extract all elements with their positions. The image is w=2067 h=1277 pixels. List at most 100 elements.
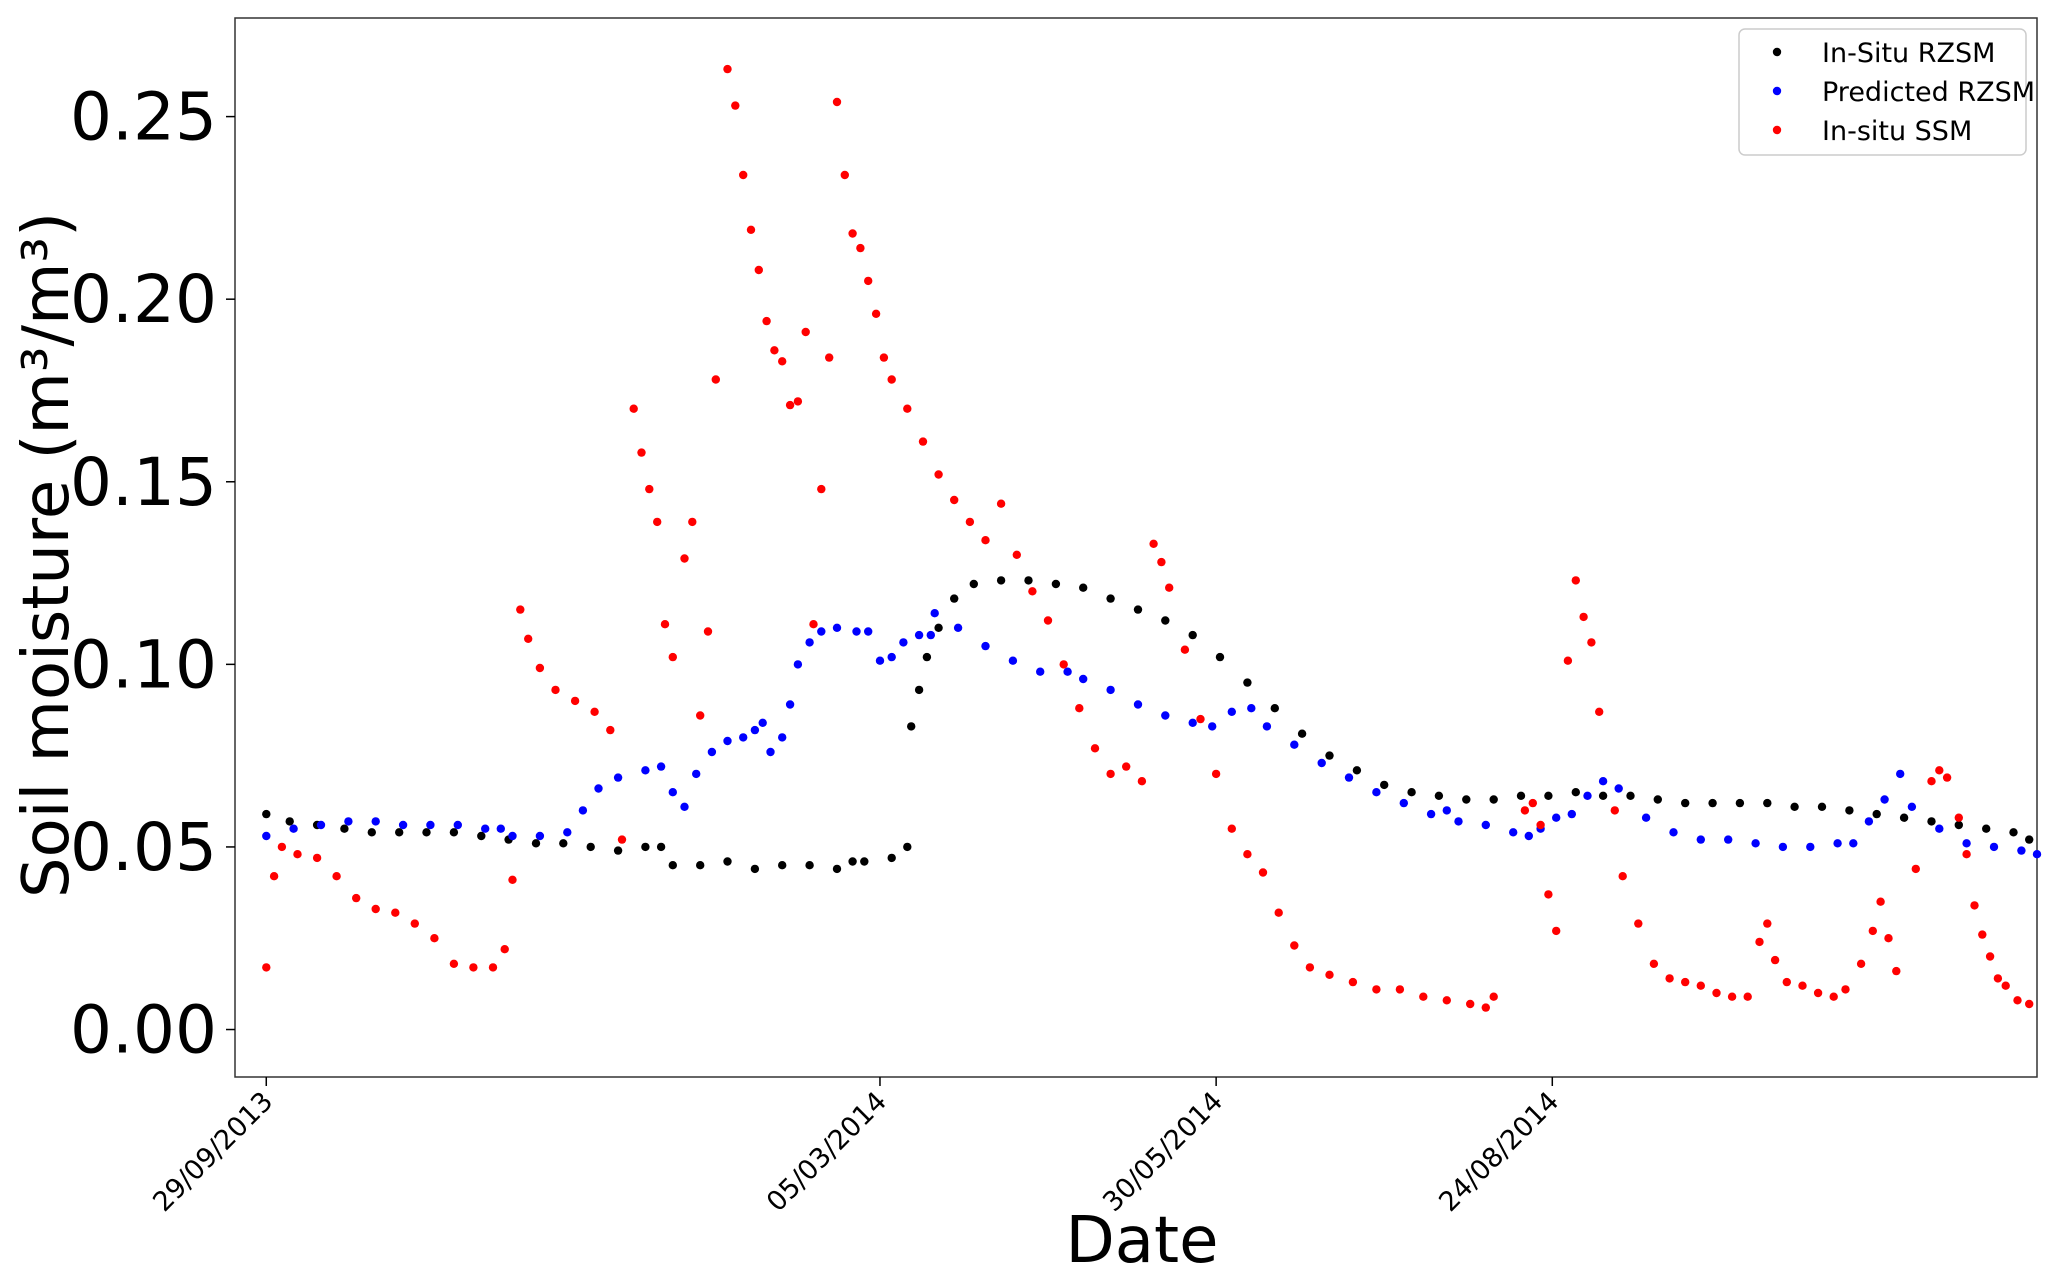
data-point bbox=[1907, 802, 1917, 811]
data-point bbox=[1876, 897, 1885, 906]
data-point bbox=[1137, 777, 1147, 786]
data-point bbox=[871, 309, 881, 318]
data-point bbox=[1290, 740, 1299, 749]
data-point bbox=[1290, 941, 1299, 950]
data-point bbox=[1849, 839, 1858, 848]
data-point bbox=[1653, 795, 1663, 804]
data-point bbox=[641, 842, 650, 852]
data-point bbox=[289, 824, 298, 833]
data-point bbox=[1954, 820, 1964, 830]
data-point bbox=[703, 627, 713, 636]
data-point bbox=[668, 861, 677, 870]
data-point bbox=[766, 747, 775, 757]
data-point bbox=[848, 857, 857, 866]
data-point bbox=[269, 872, 279, 881]
data-point bbox=[1079, 674, 1088, 684]
data-point bbox=[1778, 842, 1788, 852]
data-point bbox=[1735, 798, 1745, 808]
data-point bbox=[1149, 539, 1158, 548]
data-point bbox=[2032, 850, 2042, 859]
data-point bbox=[1297, 729, 1307, 738]
data-point bbox=[1583, 791, 1592, 800]
data-point bbox=[1489, 795, 1498, 804]
data-point bbox=[1079, 583, 1088, 592]
data-point bbox=[1817, 802, 1827, 811]
data-point bbox=[805, 861, 814, 870]
y-tick-label: 0.25 bbox=[70, 79, 217, 156]
data-point bbox=[1829, 992, 1838, 1001]
data-point bbox=[449, 828, 459, 837]
data-point bbox=[1962, 839, 1971, 848]
data-point bbox=[1845, 806, 1854, 815]
data-point bbox=[316, 820, 326, 830]
data-point bbox=[1833, 839, 1842, 848]
data-point bbox=[340, 824, 349, 833]
legend-marker bbox=[1772, 47, 1782, 57]
legend: In-Situ RZSM Predicted RZSM In-situ SSM bbox=[1738, 28, 2035, 156]
series-predicted-rzsm bbox=[262, 609, 2042, 859]
data-point bbox=[914, 630, 924, 640]
data-point bbox=[1380, 780, 1389, 790]
data-point bbox=[860, 857, 869, 866]
data-point bbox=[1161, 616, 1170, 625]
data-point bbox=[832, 864, 842, 874]
data-point bbox=[1927, 777, 1936, 786]
data-point bbox=[1442, 806, 1452, 815]
data-point bbox=[1763, 798, 1772, 808]
data-point bbox=[1180, 645, 1190, 654]
data-point bbox=[1770, 955, 1780, 965]
data-point bbox=[1434, 791, 1444, 800]
data-marks bbox=[262, 64, 2042, 1012]
data-point bbox=[1763, 919, 1772, 928]
data-point bbox=[1872, 809, 1881, 819]
data-point bbox=[344, 817, 353, 826]
data-point bbox=[817, 484, 826, 494]
data-point bbox=[629, 404, 638, 413]
data-point bbox=[762, 316, 771, 326]
data-point bbox=[1618, 872, 1627, 881]
data-point bbox=[656, 762, 666, 771]
data-point bbox=[398, 820, 408, 830]
data-point bbox=[926, 630, 935, 640]
data-point bbox=[758, 718, 767, 727]
x-tick-label: 29/09/2013 bbox=[147, 1086, 279, 1218]
data-point bbox=[1075, 704, 1084, 713]
data-point bbox=[1790, 802, 1799, 811]
legend-item-predicted-rzsm: Predicted RZSM bbox=[1772, 77, 2035, 108]
data-point bbox=[1911, 864, 1921, 874]
data-point bbox=[1935, 766, 1944, 775]
data-point bbox=[1954, 813, 1964, 822]
data-point bbox=[285, 817, 294, 826]
data-point bbox=[594, 784, 603, 793]
data-point bbox=[1927, 817, 1936, 826]
data-point bbox=[2025, 835, 2034, 844]
data-point bbox=[969, 579, 978, 589]
y-tick-label: 0.10 bbox=[70, 626, 217, 703]
x-tick-label: 05/03/2014 bbox=[761, 1086, 893, 1218]
data-point bbox=[1227, 707, 1237, 716]
data-point bbox=[426, 820, 435, 830]
data-point bbox=[856, 243, 865, 253]
data-point bbox=[1419, 992, 1428, 1001]
data-point bbox=[785, 700, 795, 709]
data-point bbox=[1399, 798, 1409, 808]
data-point bbox=[1247, 704, 1256, 713]
data-point bbox=[1536, 820, 1545, 830]
data-point bbox=[1806, 842, 1815, 852]
data-point bbox=[477, 831, 486, 841]
data-point bbox=[1520, 806, 1530, 815]
data-point bbox=[653, 517, 662, 527]
data-point bbox=[367, 828, 376, 837]
data-point bbox=[352, 893, 361, 903]
data-point bbox=[1407, 788, 1416, 797]
data-point bbox=[778, 357, 787, 366]
data-point bbox=[262, 809, 271, 819]
data-point bbox=[825, 353, 834, 362]
y-tick-label: 0.20 bbox=[70, 261, 217, 338]
x-tick-label: 30/05/2014 bbox=[1097, 1086, 1229, 1218]
data-point bbox=[1051, 579, 1061, 589]
data-point bbox=[1106, 594, 1115, 603]
data-point bbox=[809, 620, 818, 629]
data-point bbox=[770, 346, 779, 355]
data-point bbox=[739, 733, 748, 742]
